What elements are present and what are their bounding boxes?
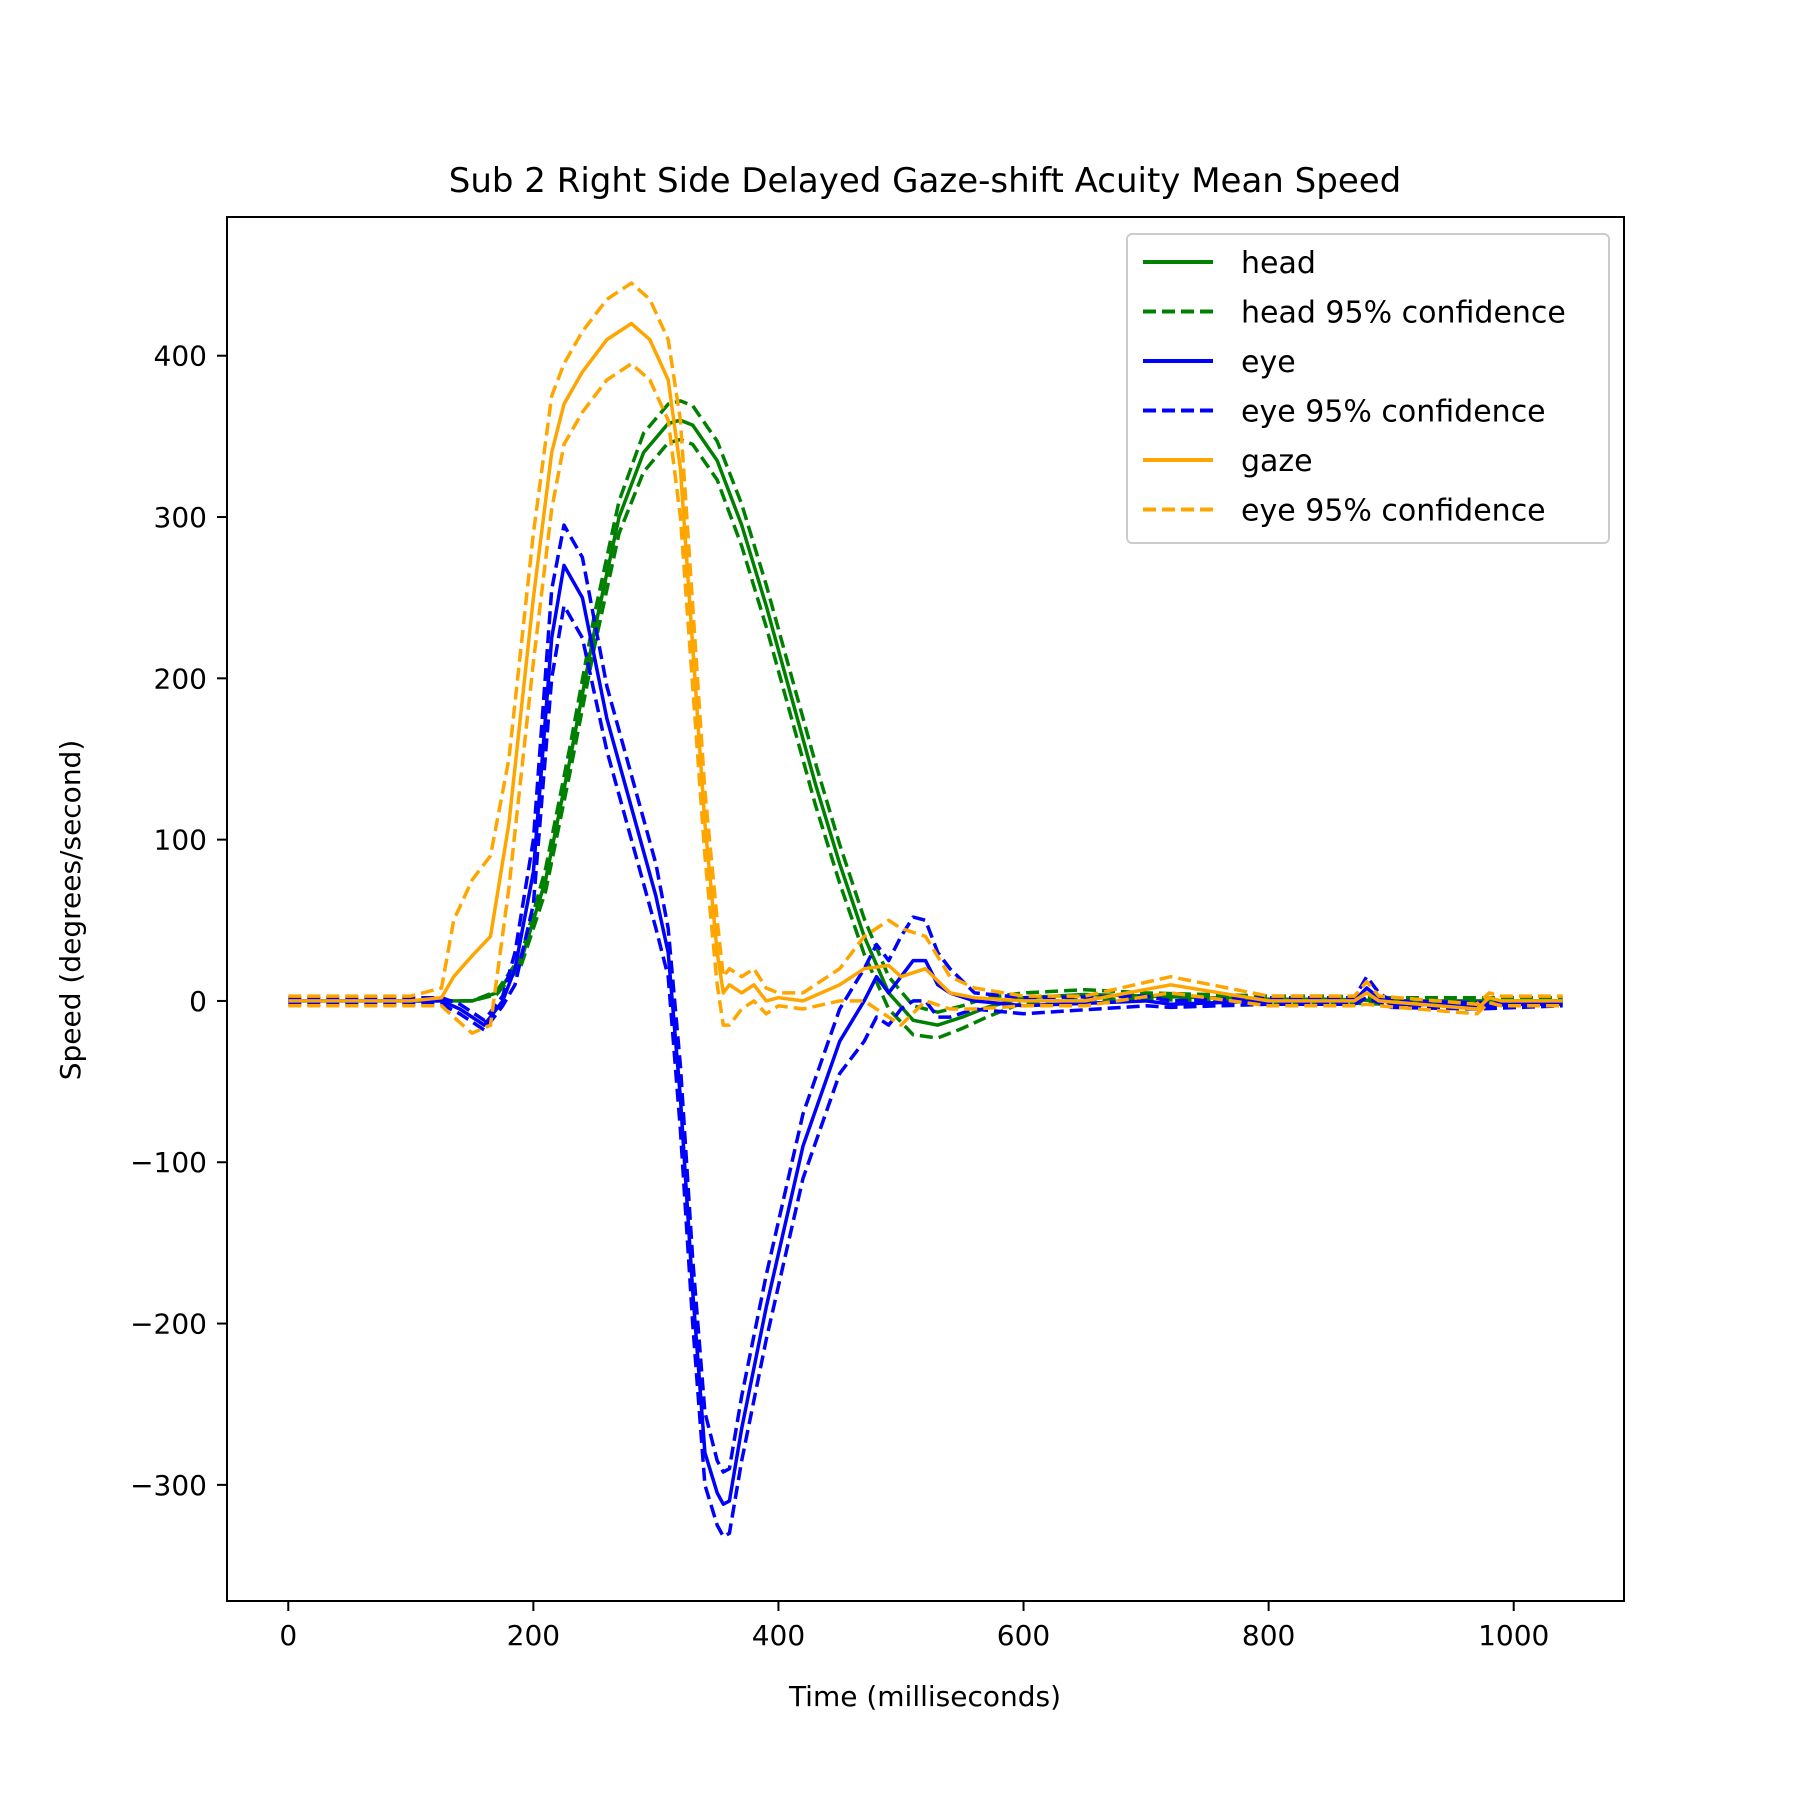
legend-label: eye 95% confidence	[1241, 494, 1546, 529]
series-layer	[288, 281, 1563, 1539]
legend-label: eye 95% confidence	[1241, 395, 1546, 430]
x-tick-label: 1000	[1478, 1619, 1549, 1652]
y-tick-label: −200	[130, 1308, 207, 1341]
x-tick-label: 800	[1242, 1619, 1295, 1652]
x-axis-label: Time (milliseconds)	[788, 1680, 1061, 1713]
series-line-6	[288, 321, 1563, 1011]
y-tick-label: 300	[154, 501, 207, 534]
series-line-8	[288, 362, 1563, 1035]
chart-title: Sub 2 Right Side Delayed Gaze-shift Acui…	[449, 161, 1402, 201]
x-tick-label: 600	[997, 1619, 1050, 1652]
x-axis-ticks: 0 200 400 600 800 1000	[279, 1601, 1549, 1652]
y-axis-ticks: −300 −200 −100 0 100 200 300 400	[130, 340, 227, 1502]
series-line-7	[288, 281, 1563, 1006]
series-line-3	[288, 563, 1563, 1506]
y-tick-label: 0	[189, 985, 207, 1018]
y-tick-label: −100	[130, 1146, 207, 1179]
x-tick-label: 200	[507, 1619, 560, 1652]
x-tick-label: 400	[752, 1619, 805, 1652]
legend-label: head	[1241, 246, 1316, 281]
axes-frame	[226, 216, 1625, 1602]
series-line-5	[288, 603, 1563, 1539]
y-axis-label: Speed (degrees/second)	[54, 740, 87, 1081]
y-tick-label: 200	[154, 662, 207, 695]
legend-frame	[1126, 233, 1610, 544]
legend-label: head 95% confidence	[1241, 296, 1566, 331]
series-line-0	[288, 418, 1563, 1027]
series-line-4	[288, 523, 1563, 1474]
legend-label: eye	[1241, 345, 1296, 380]
legend-label: gaze	[1241, 444, 1313, 479]
y-tick-label: 400	[154, 340, 207, 373]
y-tick-label: 100	[154, 824, 207, 857]
plot-area	[288, 281, 1563, 1539]
x-tick-label: 0	[279, 1619, 297, 1652]
legend: head head 95% confidence eye eye 95% confid…	[1126, 233, 1610, 544]
y-tick-label: −300	[130, 1469, 207, 1502]
